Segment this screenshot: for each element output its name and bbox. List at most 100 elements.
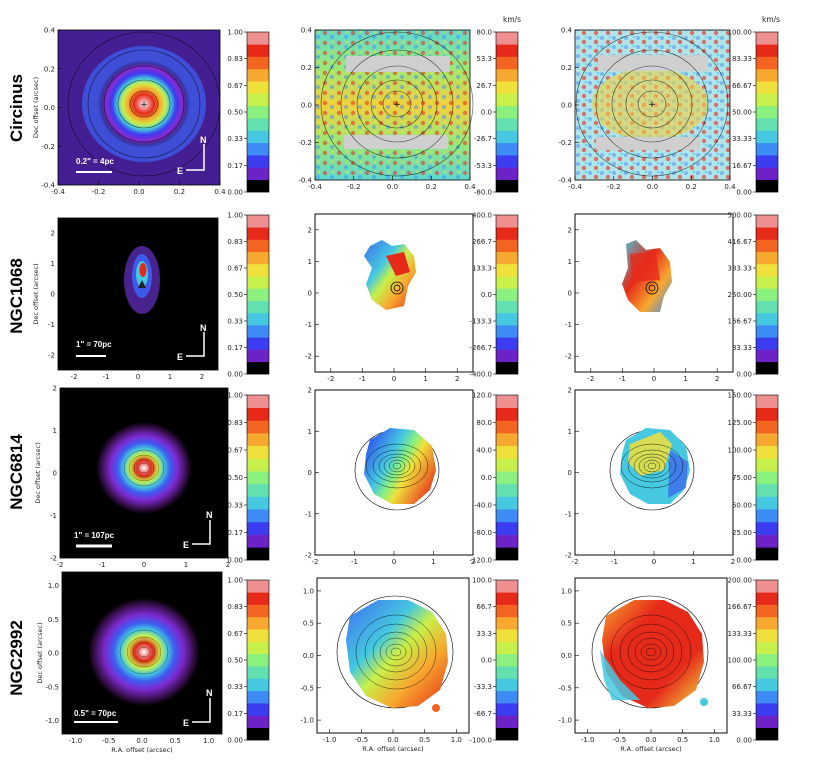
y-tick-label: -0.5 — [45, 683, 59, 691]
colorbar-tick-label: 100.00 — [728, 29, 753, 37]
colorbar-tick-label: 80.0 — [476, 419, 492, 427]
colorbar-tick-label: 33.33 — [732, 710, 752, 718]
colorbar-tick-label: 0.83 — [227, 419, 243, 427]
x-tick-label: -0.5 — [102, 737, 116, 745]
y-tick-label: 1.0 — [48, 582, 59, 590]
y-tick-label: -2 — [565, 353, 572, 361]
colorbar-8: -120.0 -80.0 -40.0 0.0 40.0 80.0 120.0 — [469, 392, 519, 565]
colorbar-segment — [496, 118, 518, 131]
colorbar-segment — [247, 509, 269, 523]
y-tick-label: -2 — [565, 552, 572, 560]
colorbar-segment — [756, 641, 778, 655]
y-tick-label: 1.0 — [561, 587, 572, 595]
colorbar-segment — [756, 263, 778, 277]
colorbar-segment — [496, 312, 518, 326]
colorbar-segment — [496, 604, 518, 618]
x-tick-label: -2 — [587, 375, 594, 383]
colorbar-segment — [247, 445, 269, 459]
colorbar-tick-label: -40.0 — [474, 502, 492, 510]
row-label-ngc2992: NGC2992 — [7, 620, 26, 696]
colorbar-tick-label: 200.00 — [728, 577, 753, 585]
x-tick-label: 2 — [226, 561, 230, 569]
colorbar-segment — [756, 325, 778, 338]
colorbar-segment — [756, 44, 778, 57]
colorbar-segment — [496, 395, 518, 408]
compass-n: N — [206, 688, 213, 698]
colorbar-tick-label: 166.67 — [728, 318, 753, 326]
y-tick-label: -0.5 — [558, 684, 572, 692]
colorbar-tick-label: 0.83 — [227, 55, 243, 63]
colorbar-segment — [247, 56, 269, 70]
x-tick-label: 0.2 — [426, 183, 437, 191]
colorbar-tick-label: 33.33 — [732, 135, 752, 143]
x-tick-label: 1.0 — [203, 737, 214, 745]
x-tick-label: 0.5 — [677, 736, 688, 744]
x-tick-label: 2 — [731, 558, 735, 566]
svg-text:+: + — [140, 100, 148, 110]
panel-ngc6814-velocity — [314, 389, 474, 556]
colorbar-7: 0.00 0.17 0.33 0.50 0.67 0.83 1.00 — [227, 392, 270, 565]
y-tick-label: 0.0 — [303, 652, 314, 660]
colorbar-segment — [247, 604, 269, 618]
colorbar-segment — [496, 653, 518, 667]
unit-label-dispersion: km/s — [762, 15, 780, 24]
colorbar-segment — [247, 703, 269, 716]
panel-ngc2992-flux: 0.5" = 70pc N E — [62, 572, 222, 734]
x-tick-label: -0.4 — [51, 188, 65, 196]
colorbar-segment — [247, 312, 269, 326]
colorbar-segment — [496, 509, 518, 523]
colorbar-tick-label: 0.00 — [736, 371, 752, 379]
colorbar-tick-label: 0.17 — [227, 162, 243, 170]
colorbar-segment — [756, 349, 778, 363]
unit-label-velocity: km/s — [503, 15, 521, 24]
y-tick-label: 1 — [308, 258, 312, 266]
colorbar-tick-label: 25.00 — [732, 529, 752, 537]
colorbar-tick-label: 1.00 — [227, 577, 243, 585]
x-tick-label: -0.5 — [612, 736, 626, 744]
row-label-ngc1068: NGC1068 — [7, 258, 26, 334]
y-tick-label: 0.2 — [301, 64, 312, 72]
x-tick-label: -0.4 — [568, 183, 582, 191]
colorbar-5: -400.0 -266.7 -133.3 0.0 133.3 266.7 400.0 — [469, 212, 519, 379]
colorbar-tick-label: 333.33 — [728, 265, 753, 273]
colorbar-tick-label: 66.67 — [732, 82, 752, 90]
y-tick-label: 0.5 — [561, 620, 572, 628]
colorbar-segment — [247, 715, 269, 728]
colorbar-tick-label: 0.00 — [227, 371, 243, 379]
colorbar-segment — [496, 592, 518, 605]
scale-bar-label: 0.2" = 4pc — [76, 157, 114, 166]
colorbar-segment — [756, 251, 778, 265]
colorbar-segment — [247, 616, 269, 630]
colorbar-tick-label: 0.00 — [736, 737, 752, 745]
colorbar-segment — [756, 629, 778, 642]
colorbar-segment — [756, 715, 778, 728]
colorbar-segment — [496, 155, 518, 168]
axes-9: -2 -1 0 1 2 -2 -1 0 1 2 — [565, 387, 735, 567]
colorbar-segment — [756, 105, 778, 119]
x-tick-label: 0.0 — [133, 188, 144, 196]
scale-bar-label: 0.5" = 70pc — [74, 709, 117, 718]
colorbar-tick-label: -120.0 — [469, 557, 492, 565]
y-tick-label: 0 — [308, 290, 312, 298]
colorbar-4: 0.00 0.17 0.33 0.50 0.67 0.83 1.00 — [227, 212, 270, 379]
colorbar-segment — [496, 349, 518, 363]
axes-6: -2 -1 0 1 2 -2 -1 0 1 2 — [565, 213, 734, 383]
colorbar-segment — [756, 118, 778, 131]
colorbar-segment — [247, 433, 269, 447]
colorbar-tick-label: 0.0 — [481, 291, 492, 299]
colorbar-tick-label: 0.00 — [227, 189, 243, 197]
colorbar-segment — [496, 641, 518, 655]
colorbar-12: 0.00 33.33 66.67 100.00 133.33 166.67 200.00 — [728, 577, 779, 745]
colorbar-tick-label: 0.50 — [227, 474, 243, 482]
y-tick-label: 2 — [308, 387, 312, 395]
colorbar-tick-label: 1.00 — [227, 29, 243, 37]
colorbar-segment — [756, 93, 778, 107]
colorbar-tick-label: -80.0 — [474, 529, 492, 537]
colorbar-segment — [247, 130, 269, 144]
colorbar-tick-label: -80.0 — [474, 189, 492, 197]
panel-ngc2992-velocity — [316, 577, 470, 734]
y-tick-label: -1.0 — [300, 717, 314, 725]
colorbar-tick-label: 0.67 — [227, 82, 243, 90]
colorbar-segment — [496, 142, 518, 156]
colorbar-segment — [756, 276, 778, 289]
